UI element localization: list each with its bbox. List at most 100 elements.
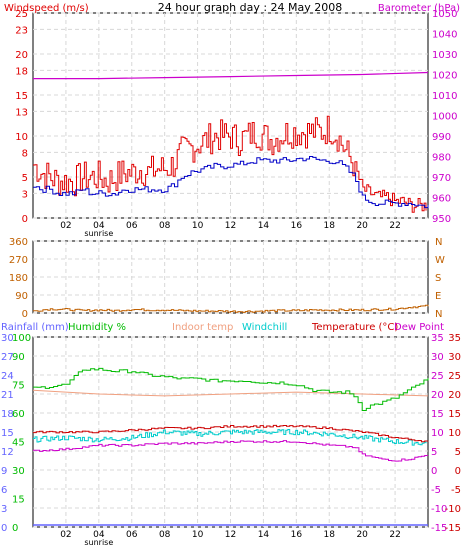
legend-entry: Humidity % bbox=[68, 322, 126, 333]
x-tick-label: 18 bbox=[324, 530, 336, 540]
sunrise-label: sunrise bbox=[84, 229, 113, 238]
x-tick-label: 10 bbox=[192, 221, 204, 231]
compass-label: S bbox=[435, 273, 441, 284]
barometer-tick-label: 1020 bbox=[432, 71, 457, 82]
windspeed-tick-label: 18 bbox=[15, 66, 28, 77]
barometer-tick-label: 1030 bbox=[432, 50, 457, 61]
barometer-tick-label: 980 bbox=[432, 153, 451, 164]
rain-tick-label: 21 bbox=[1, 390, 14, 401]
temp-tick-label-outer: 5 bbox=[455, 447, 461, 458]
x-tick-label: 08 bbox=[159, 221, 171, 231]
rain-tick-label: 15 bbox=[1, 428, 14, 439]
indoor-temp-line bbox=[32, 389, 429, 397]
temp-tick-label-inner: 10 bbox=[431, 428, 444, 439]
temp-tick-label-inner: 25 bbox=[431, 371, 444, 382]
x-tick-label: 04 bbox=[93, 530, 105, 540]
x-tick-label: 02 bbox=[60, 530, 71, 540]
wind-direction-line bbox=[33, 304, 429, 313]
windspeed-tick-label: 0 bbox=[22, 214, 28, 225]
rain-tick-label: 18 bbox=[1, 409, 14, 420]
legend-entry: Indoor temp bbox=[172, 322, 233, 333]
winddir-tick-label: 0 bbox=[22, 309, 28, 320]
x-tick-label: 12 bbox=[225, 530, 236, 540]
humidity-tick-label: 75 bbox=[12, 381, 25, 392]
barometer-tick-label: 960 bbox=[432, 194, 451, 205]
compass-label: W bbox=[435, 255, 445, 266]
temp-tick-label-outer: 0 bbox=[455, 466, 461, 477]
windspeed-line bbox=[33, 115, 427, 213]
wind-barometer-panel: Windspeed (m/s) Barometer (hPa) 0 3 5 8 10 13 15… bbox=[4, 3, 460, 238]
barometer-tick-label: 1010 bbox=[432, 91, 457, 102]
x-tick-label: 14 bbox=[258, 530, 270, 540]
temp-tick-label-outer: 35 bbox=[448, 333, 461, 344]
x-tick-label: 16 bbox=[291, 221, 303, 231]
temp-tick-label-outer: -5 bbox=[451, 485, 461, 496]
x-tick-label: 20 bbox=[356, 530, 368, 540]
x-tick-label: 06 bbox=[126, 221, 138, 231]
humidity-tick-label: 30 bbox=[12, 466, 25, 477]
graph-title: 24 hour graph day : 24 May 2008 bbox=[158, 1, 343, 14]
barometer-tick-label: 990 bbox=[432, 132, 451, 143]
temp-tick-label-outer: 15 bbox=[448, 409, 461, 420]
rain-tick-label: 12 bbox=[1, 447, 14, 458]
temp-tick-label-inner: 0 bbox=[431, 466, 437, 477]
sunrise-label: sunrise bbox=[84, 538, 113, 547]
compass-label: N bbox=[435, 309, 442, 320]
barometer-axis-label: Barometer (hPa) bbox=[378, 3, 460, 14]
compass-label: N bbox=[435, 237, 442, 248]
x-tick-label: 20 bbox=[356, 221, 368, 231]
humidity-tick-label: 90 bbox=[12, 352, 25, 363]
windspeed-tick-label: 8 bbox=[22, 148, 28, 159]
winddir-tick-label: 360 bbox=[9, 237, 28, 248]
barometer-line bbox=[33, 71, 429, 80]
winddir-tick-label: 90 bbox=[15, 291, 28, 302]
rain-tick-label: 24 bbox=[1, 371, 14, 382]
barometer-tick-label: 970 bbox=[432, 173, 451, 184]
temp-tick-label-outer: -10 bbox=[445, 504, 461, 515]
temp-tick-label-inner: -5 bbox=[431, 485, 441, 496]
barometer-tick-label: 1050 bbox=[432, 9, 457, 20]
rain-tick-label: 30 bbox=[1, 333, 14, 344]
humidity-tick-label: 60 bbox=[12, 409, 25, 420]
legend-entry: Rainfall (mm) bbox=[1, 322, 69, 333]
windspeed-tick-label: 3 bbox=[22, 189, 28, 200]
humidity-tick-label: 45 bbox=[12, 438, 25, 449]
windspeed-tick-label: 5 bbox=[22, 173, 28, 184]
x-tick-label: 10 bbox=[192, 530, 204, 540]
rain-tick-label: 6 bbox=[1, 485, 7, 496]
x-tick-label: 06 bbox=[126, 530, 138, 540]
humidity-tick-label: 0 bbox=[12, 523, 18, 534]
temp-tick-label-inner: -15 bbox=[431, 523, 447, 534]
windspeed-tick-label: 20 bbox=[15, 50, 28, 61]
rain-tick-label: 3 bbox=[1, 504, 7, 515]
humidity-line bbox=[33, 367, 429, 411]
x-tick-label: 14 bbox=[258, 221, 270, 231]
humidity-tick-label: 15 bbox=[12, 495, 25, 506]
windspeed-tick-label: 10 bbox=[15, 132, 28, 143]
windspeed-tick-label: 13 bbox=[15, 107, 28, 118]
humidity-tick-label: 100 bbox=[12, 333, 31, 344]
temperature-line bbox=[33, 424, 429, 443]
rain-tick-label: 27 bbox=[1, 352, 14, 363]
temp-tick-label-outer: 30 bbox=[448, 352, 461, 363]
barometer-tick-label: 1000 bbox=[432, 112, 457, 123]
temp-tick-label-outer: 25 bbox=[448, 371, 461, 382]
temp-tick-label-inner: 5 bbox=[431, 447, 437, 458]
windchill-line bbox=[33, 429, 427, 446]
x-tick-label: 22 bbox=[389, 530, 400, 540]
dewpoint-line bbox=[33, 440, 428, 462]
temperature-humidity-panel: Rainfall (mm) Humidity % Indoor temp Windch… bbox=[1, 322, 461, 547]
temp-tick-label-outer: 10 bbox=[448, 428, 461, 439]
average-windspeed-line bbox=[33, 156, 429, 209]
barometer-tick-label: 950 bbox=[432, 214, 451, 225]
temp-tick-label-outer: 20 bbox=[448, 390, 461, 401]
barometer-tick-label: 1040 bbox=[432, 30, 457, 41]
temp-tick-label-inner: 15 bbox=[431, 409, 444, 420]
temp-tick-label-outer: -15 bbox=[445, 523, 461, 534]
windspeed-tick-label: 23 bbox=[15, 25, 28, 36]
temp-tick-label-inner: -10 bbox=[431, 504, 447, 515]
x-tick-label: 22 bbox=[389, 221, 400, 231]
rain-tick-label: 0 bbox=[1, 523, 7, 534]
